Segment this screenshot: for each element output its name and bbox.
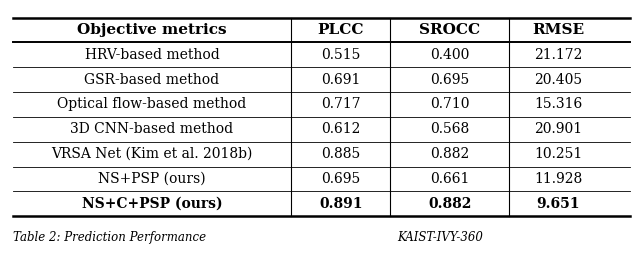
Text: 0.882: 0.882 (428, 197, 471, 211)
Text: VRSA Net (Kim et al. 2018b): VRSA Net (Kim et al. 2018b) (51, 147, 253, 161)
Text: 10.251: 10.251 (534, 147, 582, 161)
Text: 3D CNN-based method: 3D CNN-based method (70, 122, 234, 136)
Text: Objective metrics: Objective metrics (77, 23, 227, 37)
Text: 0.717: 0.717 (321, 97, 360, 112)
Text: SROCC: SROCC (419, 23, 480, 37)
Text: 9.651: 9.651 (537, 197, 580, 211)
Text: Optical flow-based method: Optical flow-based method (58, 97, 246, 112)
Text: 0.695: 0.695 (430, 73, 469, 87)
Text: NS+PSP (ours): NS+PSP (ours) (98, 172, 206, 186)
Text: 0.612: 0.612 (321, 122, 360, 136)
Text: 0.515: 0.515 (321, 48, 360, 62)
Text: 21.172: 21.172 (534, 48, 582, 62)
Text: 0.691: 0.691 (321, 73, 360, 87)
Text: 0.661: 0.661 (430, 172, 469, 186)
Text: 20.901: 20.901 (534, 122, 582, 136)
Text: 0.568: 0.568 (430, 122, 469, 136)
Text: HRV-based method: HRV-based method (84, 48, 220, 62)
Text: 0.710: 0.710 (430, 97, 469, 112)
Text: 0.400: 0.400 (430, 48, 469, 62)
Text: GSR-based method: GSR-based method (84, 73, 220, 87)
Text: 20.405: 20.405 (534, 73, 582, 87)
Text: 15.316: 15.316 (534, 97, 582, 112)
Text: 0.885: 0.885 (321, 147, 360, 161)
Text: PLCC: PLCC (317, 23, 364, 37)
Text: Table 2: Prediction Performance: Table 2: Prediction Performance (13, 231, 206, 244)
Text: 11.928: 11.928 (534, 172, 582, 186)
Text: 0.891: 0.891 (319, 197, 362, 211)
Text: 0.882: 0.882 (430, 147, 469, 161)
Text: 0.695: 0.695 (321, 172, 360, 186)
Text: NS+C+PSP (ours): NS+C+PSP (ours) (82, 197, 222, 211)
Text: KAIST-IVY-360: KAIST-IVY-360 (397, 231, 483, 244)
Text: RMSE: RMSE (532, 23, 584, 37)
